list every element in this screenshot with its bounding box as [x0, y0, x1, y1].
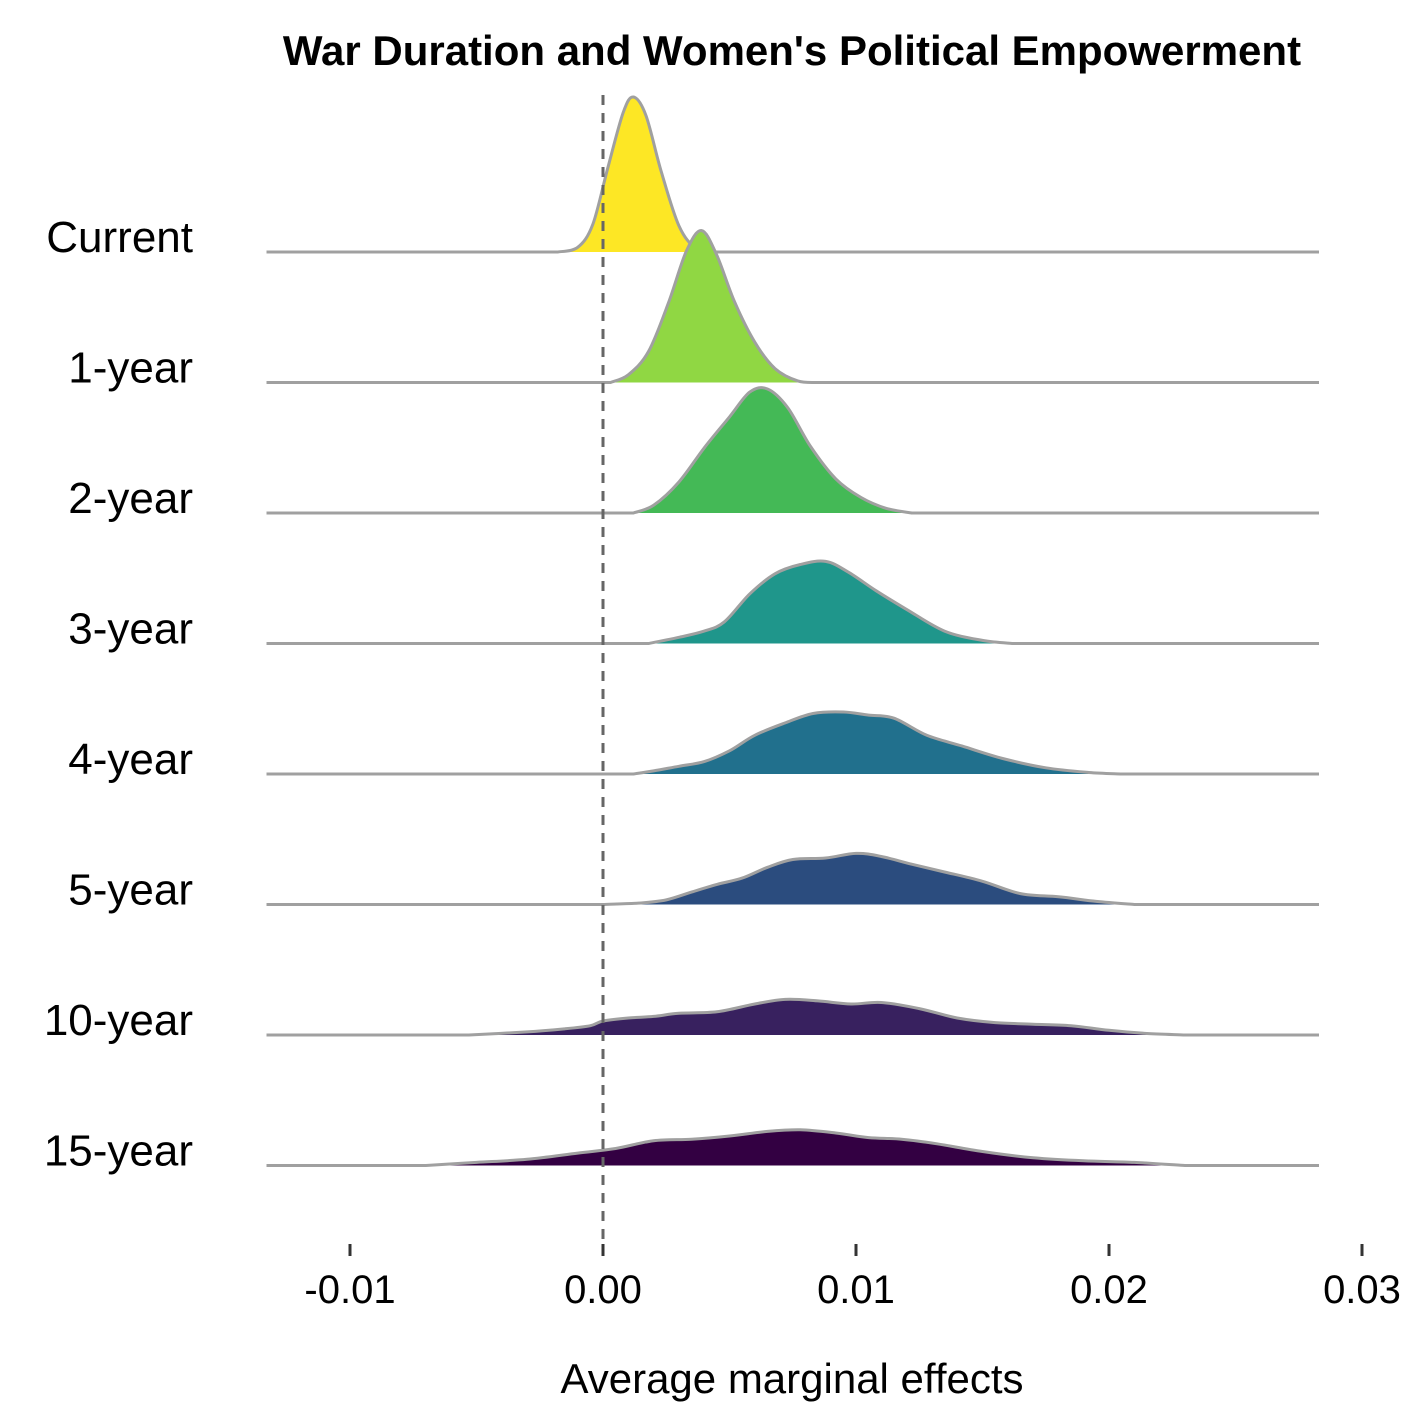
ridge-1-year: [266, 229, 1319, 384]
ridge-4-year: [266, 710, 1319, 776]
x-tick-label: 0.00: [564, 1268, 642, 1312]
ridge-fill-5-year: [603, 853, 1135, 905]
ridge-outline-2-year: [266, 386, 1319, 515]
ridge-fill-10-year: [468, 999, 1185, 1035]
ridge-fill-3-year: [648, 561, 1013, 644]
x-tick-label: 0.03: [1323, 1268, 1401, 1312]
y-label-2-year: 2-year: [68, 474, 193, 523]
ridge-fill-current: [557, 96, 717, 252]
y-label-current: Current: [46, 213, 193, 262]
x-axis: -0.01 0.00 0.01 0.02 0.03: [304, 1244, 1401, 1312]
ridge-fill-1-year: [610, 230, 818, 383]
x-tick-label: -0.01: [304, 1268, 395, 1312]
ridge-outline-4-year: [266, 710, 1319, 776]
y-label-5-year: 5-year: [68, 866, 193, 915]
ridge-outline-10-year: [266, 997, 1319, 1037]
y-label-3-year: 3-year: [68, 605, 193, 654]
x-tick-label: 0.02: [1070, 1268, 1148, 1312]
y-axis-labels: Current 1-year 2-year 3-year 4-year 5-year 10-…: [44, 213, 193, 1176]
ridges-group: [266, 95, 1319, 1167]
ridge-15-year: [266, 1128, 1319, 1167]
y-label-4-year: 4-year: [68, 735, 193, 784]
chart-title: War Duration and Women's Political Empow…: [283, 27, 1301, 74]
x-axis-label: Average marginal effects: [560, 1355, 1023, 1402]
ridge-fill-4-year: [633, 711, 1122, 774]
ridge-outline-15-year: [266, 1128, 1319, 1167]
ridge-fill-15-year: [425, 1129, 1185, 1166]
ridge-fill-2-year: [633, 387, 912, 513]
ridge-10-year: [266, 997, 1319, 1037]
y-label-1-year: 1-year: [68, 344, 193, 393]
ridge-outline-5-year: [266, 851, 1319, 906]
ridge-outline-3-year: [266, 559, 1319, 645]
ridge-3-year: [266, 559, 1319, 645]
y-label-15-year: 15-year: [44, 1127, 193, 1176]
ridge-outline-1-year: [266, 229, 1319, 384]
ridge-2-year: [266, 386, 1319, 515]
x-tick-label: 0.01: [817, 1268, 895, 1312]
y-label-10-year: 10-year: [44, 996, 193, 1045]
ridge-5-year: [266, 851, 1319, 906]
ridge-current: [266, 95, 1319, 254]
ridge-outline-current: [266, 95, 1319, 254]
